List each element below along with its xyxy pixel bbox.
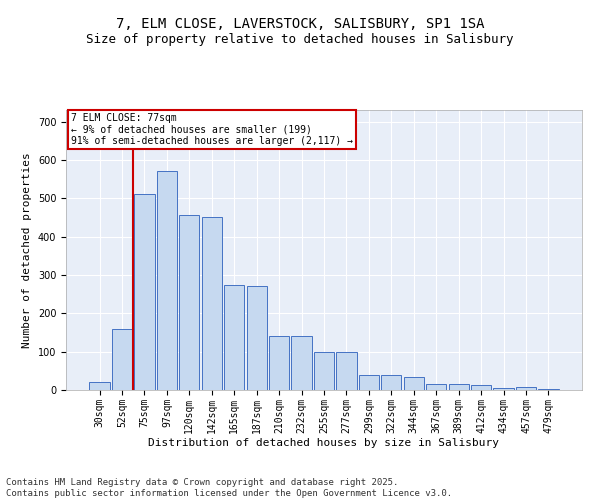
Bar	[89, 382, 110, 390]
Text: 7, ELM CLOSE, LAVERSTOCK, SALISBURY, SP1 1SA: 7, ELM CLOSE, LAVERSTOCK, SALISBURY, SP1…	[116, 18, 484, 32]
Bar	[269, 336, 289, 390]
Bar	[202, 218, 222, 390]
Bar	[538, 389, 559, 390]
Bar	[314, 352, 334, 390]
Bar	[404, 376, 424, 390]
Bar	[471, 386, 491, 390]
Bar	[449, 384, 469, 390]
Bar	[292, 336, 311, 390]
Bar	[247, 286, 267, 390]
Bar	[179, 216, 199, 390]
Bar	[134, 194, 155, 390]
Bar	[112, 330, 132, 390]
Bar	[493, 388, 514, 390]
Text: Contains HM Land Registry data © Crown copyright and database right 2025.
Contai: Contains HM Land Registry data © Crown c…	[6, 478, 452, 498]
Text: 7 ELM CLOSE: 77sqm
← 9% of detached houses are smaller (199)
91% of semi-detache: 7 ELM CLOSE: 77sqm ← 9% of detached hous…	[71, 113, 353, 146]
Bar	[337, 352, 356, 390]
Y-axis label: Number of detached properties: Number of detached properties	[22, 152, 32, 348]
Bar	[157, 172, 177, 390]
Text: Size of property relative to detached houses in Salisbury: Size of property relative to detached ho…	[86, 32, 514, 46]
Bar	[381, 374, 401, 390]
Bar	[516, 388, 536, 390]
Bar	[426, 384, 446, 390]
Bar	[224, 284, 244, 390]
Bar	[359, 374, 379, 390]
X-axis label: Distribution of detached houses by size in Salisbury: Distribution of detached houses by size …	[149, 438, 499, 448]
